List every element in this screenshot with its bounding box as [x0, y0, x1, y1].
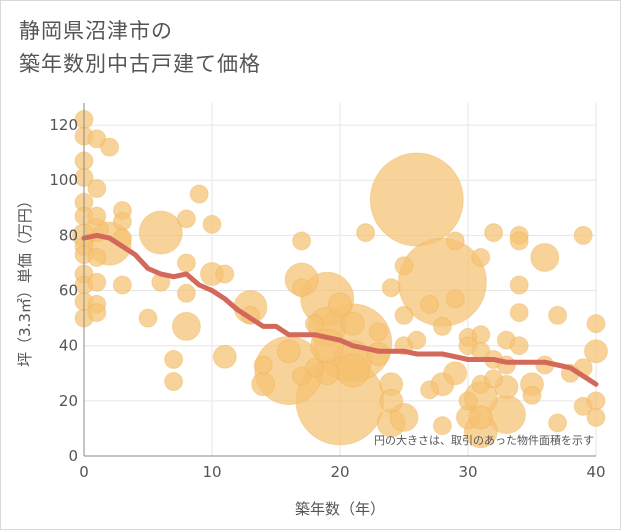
y-tick-label: 100: [49, 171, 78, 189]
bubble: [432, 316, 452, 336]
bubble: [586, 314, 606, 334]
bubble: [87, 303, 107, 323]
bubble: [304, 358, 324, 378]
x-tick-label: 30: [458, 463, 477, 481]
bubble: [420, 380, 440, 400]
bubble: [366, 341, 391, 366]
bubble: [87, 247, 107, 267]
bubble: [509, 231, 529, 251]
trend-line-group: [81, 232, 599, 387]
bubble: [304, 314, 324, 334]
bubble: [335, 353, 370, 388]
y-tick-label: 80: [59, 226, 78, 244]
bubble: [509, 303, 529, 323]
bubble: [471, 325, 491, 345]
x-tick-label: 40: [586, 463, 605, 481]
y-tick-label: 0: [68, 447, 78, 465]
bubble: [251, 372, 276, 397]
bubble: [100, 137, 120, 157]
bubble: [276, 339, 301, 364]
y-tick-label: 120: [49, 116, 78, 134]
bubble: [176, 253, 196, 273]
y-tick-labels: 0 20 40 60 80 100 120: [49, 116, 78, 465]
bubble: [379, 388, 404, 413]
bubble: [407, 330, 427, 350]
x-tick-label: 10: [202, 463, 221, 481]
chart-title: 静岡県沼津市の 築年数別中古戸建て価格: [19, 15, 261, 81]
bubble: [445, 231, 465, 251]
bubble: [328, 292, 352, 317]
bubble: [468, 405, 493, 430]
bubble: [171, 311, 201, 341]
axes: [83, 103, 596, 457]
bubble: [548, 305, 568, 325]
bubble: [548, 413, 568, 433]
bubble: [484, 223, 504, 243]
bubble: [292, 231, 312, 251]
bubble: [584, 339, 608, 364]
bubble: [112, 275, 132, 295]
bubble: [138, 308, 158, 328]
bubble: [432, 416, 452, 436]
bubble: [292, 366, 312, 386]
bubble: [176, 209, 196, 229]
bubble: [164, 372, 184, 392]
bubble: [212, 344, 237, 369]
bubble: [471, 247, 491, 267]
bubble: [253, 355, 273, 375]
bubble: [522, 385, 542, 405]
bubble: [394, 256, 414, 276]
bubble: [356, 223, 376, 243]
bubble: [87, 272, 107, 292]
bubble: [176, 283, 196, 303]
bubble: [484, 369, 504, 389]
bubble: [215, 264, 235, 284]
bubble: [530, 242, 560, 272]
bubble: [586, 391, 606, 411]
x-tick-label: 0: [79, 463, 89, 481]
bubble: [509, 275, 529, 295]
bubble: [87, 129, 107, 149]
bubble: [292, 278, 312, 298]
bubble: [164, 349, 184, 369]
bubble: [138, 210, 183, 255]
bubble-size-note: 円の大きさは、取引のあった物件面積を示す: [374, 433, 594, 447]
bubble: [443, 361, 468, 386]
y-tick-label: 20: [59, 392, 78, 410]
y-tick-label: 40: [59, 337, 78, 355]
bubble: [368, 322, 388, 342]
x-tick-label: 20: [330, 463, 349, 481]
y-axis-title: 坪（3.3㎡）単価（万円）: [16, 193, 34, 367]
trend-line: [81, 232, 599, 387]
bubble: [87, 178, 107, 198]
bubble: [340, 311, 365, 336]
bubble: [112, 212, 132, 232]
bubble: [586, 407, 606, 427]
bubble: [458, 391, 478, 411]
bubble: [445, 289, 465, 309]
bubble: [420, 294, 440, 314]
y-tick-label: 60: [59, 282, 78, 300]
x-tick-labels: 0 10 20 30 40: [79, 463, 605, 481]
bubble: [381, 278, 401, 298]
x-axis-title: 築年数（年）: [295, 500, 385, 518]
title-line-2: 築年数別中古戸建て価格: [19, 52, 261, 76]
bubble: [573, 225, 593, 245]
bubble: [189, 184, 209, 204]
bubble: [369, 152, 464, 247]
bubble: [509, 336, 529, 356]
bubble: [87, 206, 107, 226]
bubble: [394, 305, 414, 325]
bubble: [202, 214, 222, 234]
title-line-1: 静岡県沼津市の: [19, 19, 173, 43]
